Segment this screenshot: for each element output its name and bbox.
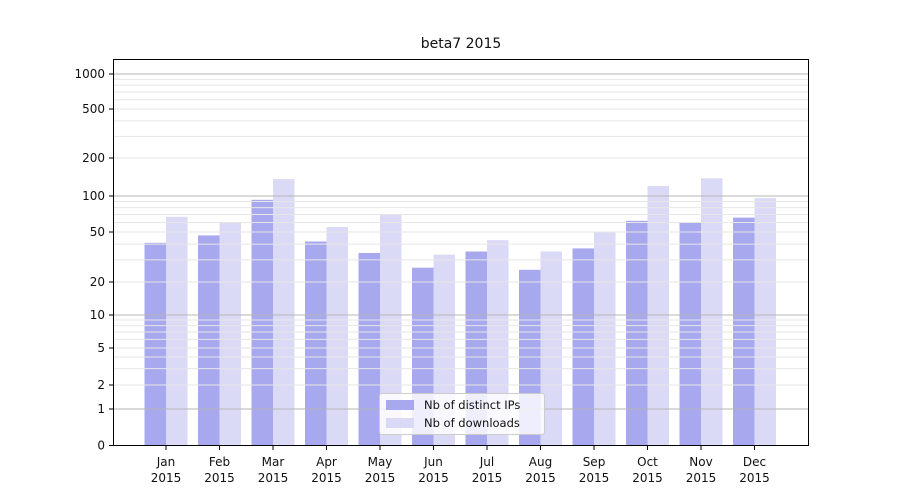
x-tick-label-year: 2015 [418, 471, 449, 485]
x-tick-label-month: Feb [209, 455, 230, 469]
x-tick-label-month: Jan [156, 455, 176, 469]
y-tick-label: 20 [90, 275, 105, 289]
chart-title: beta7 2015 [420, 36, 502, 52]
x-tick-label-year: 2015 [365, 471, 396, 485]
legend: Nb of distinct IPs Nb of downloads [379, 393, 545, 435]
x-tick-label-month: Nov [689, 455, 712, 469]
x-tick-label-month: Apr [316, 455, 337, 469]
x-tick-label-year: 2015 [579, 471, 610, 485]
bar-nb-of-downloads-sep [594, 232, 616, 446]
x-tick-label-month: Sep [583, 455, 606, 469]
x-tick-label-month: May [368, 455, 393, 469]
legend-label-downloads: Nb of downloads [424, 416, 520, 430]
bar-nb-of-downloads-may [380, 214, 402, 446]
plot-border [113, 59, 809, 446]
bar-nb-of-distinct-ips-feb [198, 235, 220, 446]
bar-nb-of-distinct-ips-nov [679, 222, 701, 446]
x-tick-label-year: 2015 [472, 471, 503, 485]
y-tick-label: 1 [97, 402, 105, 416]
legend-item-distinct-ips: Nb of distinct IPs [386, 398, 544, 412]
x-tick-label-year: 2015 [151, 471, 182, 485]
legend-swatch-downloads [386, 418, 414, 428]
bar-nb-of-downloads-oct [647, 186, 669, 446]
y-tick-label: 50 [90, 225, 105, 239]
x-tick-label-year: 2015 [204, 471, 235, 485]
legend-swatch-distinct-ips [386, 400, 414, 410]
x-tick-label-month: Jul [479, 455, 494, 469]
x-tick-label-month: Aug [529, 455, 552, 469]
bar-nb-of-downloads-jan [166, 216, 188, 446]
bar-nb-of-distinct-ips-apr [305, 241, 327, 446]
y-tick-label: 2 [97, 378, 105, 392]
bar-nb-of-distinct-ips-oct [626, 220, 648, 446]
legend-label-distinct-ips: Nb of distinct IPs [424, 398, 521, 412]
y-tick-label: 5 [97, 341, 105, 355]
x-tick-label-year: 2015 [525, 471, 556, 485]
x-tick-label-year: 2015 [686, 471, 717, 485]
y-tick-label: 100 [82, 189, 105, 203]
x-tick-label-month: Oct [637, 455, 658, 469]
y-tick-label: 1000 [74, 67, 105, 81]
bar-nb-of-downloads-dec [754, 198, 776, 446]
x-tick-label-year: 2015 [632, 471, 663, 485]
x-tick-label-month: Dec [743, 455, 766, 469]
x-tick-label-month: Mar [262, 455, 285, 469]
y-tick-label: 200 [82, 151, 105, 165]
bar-nb-of-distinct-ips-jan [144, 242, 166, 446]
y-tick-label: 10 [90, 308, 105, 322]
bar-nb-of-downloads-feb [219, 222, 241, 446]
x-tick-label-year: 2015 [739, 471, 770, 485]
bar-nb-of-distinct-ips-sep [572, 248, 594, 446]
bar-nb-of-downloads-nov [701, 178, 723, 446]
y-tick-label: 500 [82, 102, 105, 116]
x-tick-label-year: 2015 [258, 471, 289, 485]
bar-nb-of-distinct-ips-mar [251, 199, 273, 446]
legend-item-downloads: Nb of downloads [386, 416, 544, 430]
bar-nb-of-downloads-mar [273, 179, 295, 446]
y-tick-label: 0 [97, 439, 105, 453]
bar-nb-of-distinct-ips-may [358, 253, 380, 446]
x-tick-label-year: 2015 [311, 471, 342, 485]
x-tick-label-month: Jun [423, 455, 443, 469]
